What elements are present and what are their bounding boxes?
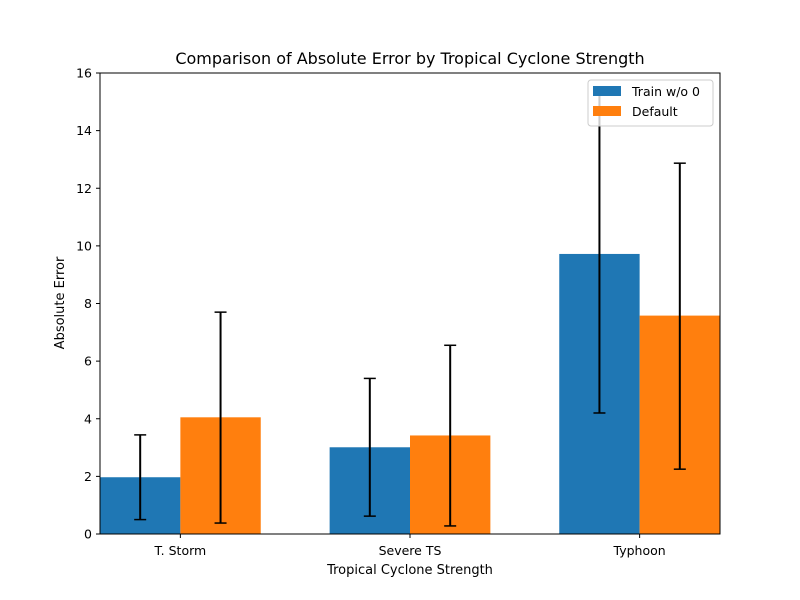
legend: Train w/o 0 Default	[587, 79, 714, 127]
legend-swatch-train-wo-0	[593, 86, 621, 96]
x-tick-label-severe-ts: Severe TS	[379, 543, 442, 558]
y-tick-label-6: 6	[84, 354, 92, 369]
chart-title: Comparison of Absolute Error by Tropical…	[175, 49, 644, 68]
error-bar-train-w-o-0-severe-ts	[363, 377, 376, 517]
error-bar-default-severe-ts	[444, 344, 457, 527]
x-tick-label-t-storm: T. Storm	[154, 543, 207, 558]
bars-layer	[100, 253, 720, 534]
error-bar-default-typhoon	[673, 162, 686, 470]
error-bar-default-t-storm	[214, 311, 227, 524]
x-tick-label-typhoon: Typhoon	[613, 543, 666, 558]
y-tick-label-16: 16	[76, 66, 92, 81]
y-axis-label: Absolute Error	[53, 256, 68, 349]
legend-label-default: Default	[632, 104, 678, 119]
legend-swatch-default	[593, 106, 621, 116]
y-tick-label-2: 2	[84, 469, 92, 484]
y-tick-label-4: 4	[84, 411, 92, 426]
x-axis-label: Tropical Cyclone Strength	[326, 563, 493, 578]
y-tick-label-10: 10	[76, 238, 92, 253]
y-tick-label-14: 14	[76, 123, 92, 138]
y-tick-label-8: 8	[84, 296, 92, 311]
y-axis: 0 2 4 6 8 10 12 14 16	[76, 66, 100, 542]
legend-label-train-wo-0: Train w/o 0	[631, 84, 700, 99]
y-tick-label-12: 12	[76, 181, 92, 196]
error-bars-layer	[134, 94, 686, 527]
x-axis: T. Storm Severe TS Typhoon	[154, 534, 666, 558]
error-bar-train-w-o-0-t-storm	[134, 434, 147, 521]
y-tick-label-0: 0	[84, 527, 92, 542]
